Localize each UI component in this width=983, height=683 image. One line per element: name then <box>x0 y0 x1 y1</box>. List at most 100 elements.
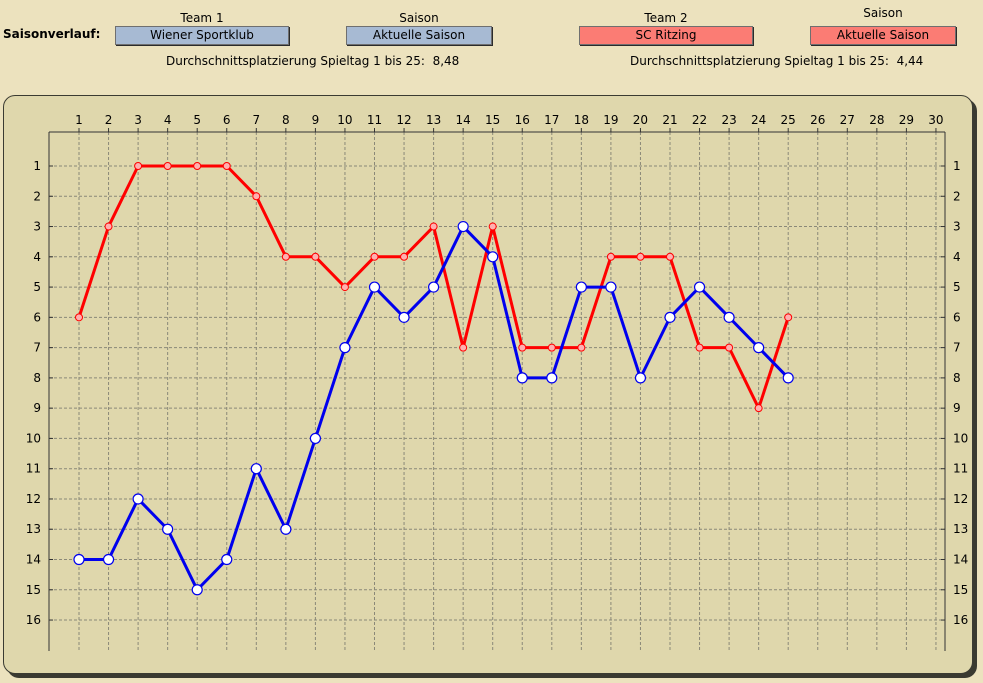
series-point-0 <box>634 372 647 384</box>
y-tick-label-right: 9 <box>953 401 961 415</box>
series-point-1 <box>104 222 113 231</box>
x-tick-label: 22 <box>692 113 707 127</box>
y-tick-label-left: 3 <box>33 220 41 234</box>
y-tick-label-right: 13 <box>953 522 968 536</box>
series-point-0 <box>191 584 203 596</box>
x-tick-label: 3 <box>134 113 142 127</box>
season2-select[interactable]: Aktuelle Saison <box>810 26 956 45</box>
x-tick-label: 16 <box>515 113 530 127</box>
y-tick-label-left: 5 <box>33 280 41 294</box>
y-tick-label-right: 15 <box>953 583 968 597</box>
y-tick-label-right: 1 <box>953 159 961 173</box>
series-point-1 <box>400 252 409 261</box>
series-point-0 <box>546 372 558 384</box>
x-tick-label: 4 <box>164 113 172 127</box>
series-point-0 <box>250 463 262 475</box>
y-tick-label-left: 11 <box>26 462 41 476</box>
team2-heading: Team 2 <box>644 11 688 25</box>
season1-heading: Saison <box>399 11 439 25</box>
series-point-0 <box>132 493 144 505</box>
series-point-0 <box>221 553 233 566</box>
y-tick-label-right: 4 <box>953 250 961 264</box>
x-tick-label: 14 <box>456 113 471 127</box>
series-point-1 <box>193 162 202 170</box>
x-tick-label: 1 <box>75 113 83 127</box>
series-point-0 <box>428 281 440 293</box>
x-tick-label: 23 <box>721 113 736 127</box>
x-tick-label: 17 <box>544 113 559 127</box>
y-tick-label-left: 10 <box>26 431 41 445</box>
x-tick-label: 13 <box>426 113 441 127</box>
y-tick-label-right: 10 <box>953 431 968 445</box>
section-label: Saisonverlauf: <box>3 27 101 41</box>
y-tick-label-left: 14 <box>26 553 41 567</box>
x-tick-label: 7 <box>252 113 260 127</box>
series-point-1 <box>370 252 379 261</box>
y-tick-label-right: 11 <box>953 462 968 476</box>
x-tick-label: 30 <box>928 113 943 127</box>
y-tick-label-right: 3 <box>953 220 961 234</box>
series-point-0 <box>368 281 381 293</box>
season1-select[interactable]: Aktuelle Saison <box>346 26 492 45</box>
series-point-0 <box>487 251 499 263</box>
y-tick-label-left: 13 <box>26 522 41 536</box>
series-point-0 <box>516 372 528 384</box>
series-point-0 <box>664 311 676 323</box>
series-point-1 <box>75 313 83 322</box>
team2-average-value: 4,44 <box>896 54 924 68</box>
series-point-1 <box>606 252 615 261</box>
series-point-1 <box>134 162 143 170</box>
x-tick-label: 18 <box>574 113 589 127</box>
team2-select[interactable]: SC Ritzing <box>579 26 753 45</box>
series-point-1 <box>725 343 734 352</box>
team1-heading: Team 1 <box>180 11 224 25</box>
series-point-1 <box>340 283 349 292</box>
series-point-1 <box>547 343 556 352</box>
y-tick-label-left: 12 <box>26 492 41 506</box>
team1-select[interactable]: Wiener Sportklub <box>115 26 289 45</box>
series-point-0 <box>339 342 351 354</box>
x-tick-label: 29 <box>899 113 914 127</box>
series-point-1 <box>754 404 763 413</box>
series-point-0 <box>73 553 85 566</box>
series-point-1 <box>488 222 497 231</box>
y-tick-label-right: 2 <box>953 189 961 203</box>
y-tick-label-left: 6 <box>33 310 41 324</box>
y-tick-label-left: 2 <box>33 189 41 203</box>
series-point-0 <box>280 523 292 535</box>
x-tick-label: 26 <box>810 113 825 127</box>
series-point-1 <box>666 252 674 261</box>
y-tick-label-left: 8 <box>33 371 41 385</box>
y-tick-label-right: 8 <box>953 371 961 385</box>
season-chart: 1 2 3 4 5 6 7 8 9 10 11 12 13 14 15 16 17 18 19 20 21 22 23 24 2… <box>26 113 968 651</box>
y-tick-label-right: 14 <box>953 553 968 567</box>
team1-average: Durchschnittsplatzierung Spieltag 1 bis … <box>166 54 459 68</box>
series-point-1 <box>459 343 468 352</box>
y-tick-label-left: 9 <box>33 401 41 415</box>
x-tick-label: 25 <box>781 113 796 127</box>
x-tick-label: 8 <box>282 113 290 127</box>
x-tick-label: 11 <box>367 113 382 127</box>
x-tick-label: 27 <box>840 113 855 127</box>
chart-panel: 1 2 3 4 5 6 7 8 9 10 11 12 13 14 15 16 17 18 19 20 21 22 23 24 2… <box>3 95 973 674</box>
series-point-0 <box>398 311 410 323</box>
team1-average-value: 8,48 <box>432 54 460 68</box>
series-point-1 <box>163 162 172 170</box>
y-tick-label-right: 7 <box>953 341 961 355</box>
x-tick-label: 19 <box>603 113 618 127</box>
x-tick-label: 6 <box>223 113 231 127</box>
series-point-0 <box>753 342 765 354</box>
series-point-1 <box>518 343 527 352</box>
series-point-1 <box>695 343 704 352</box>
series-point-0 <box>309 432 321 445</box>
y-tick-label-left: 16 <box>26 613 41 627</box>
series-point-0 <box>457 220 469 233</box>
x-tick-label: 28 <box>869 113 884 127</box>
x-tick-label: 21 <box>662 113 677 127</box>
y-tick-label-right: 12 <box>953 492 968 506</box>
y-tick-label-left: 15 <box>26 583 41 597</box>
series-point-1 <box>429 222 438 231</box>
series-point-1 <box>252 192 261 201</box>
y-tick-label-right: 5 <box>953 280 961 294</box>
series-point-1 <box>636 252 645 261</box>
